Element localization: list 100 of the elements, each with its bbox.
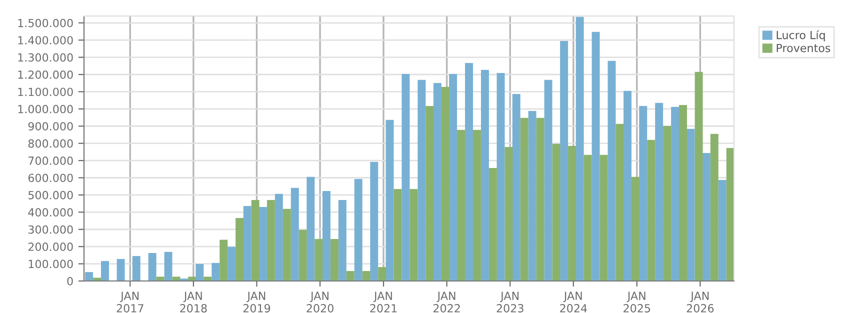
bar xyxy=(480,70,489,281)
bar xyxy=(560,40,568,281)
bar xyxy=(488,168,497,281)
bar xyxy=(504,146,513,281)
x-tick-label: JAN 2021 xyxy=(370,292,397,312)
y-tick-label: 0 xyxy=(67,276,73,286)
legend-label: Lucro Líq xyxy=(776,30,825,42)
bar xyxy=(616,124,624,281)
y-tick-label: 1.400.000 xyxy=(18,36,73,44)
bar xyxy=(663,126,672,281)
bar xyxy=(624,90,632,281)
x-tick-label: JAN 2025 xyxy=(624,292,650,312)
bar xyxy=(338,200,346,281)
bar xyxy=(354,178,362,281)
bar xyxy=(686,128,695,281)
bar xyxy=(426,106,434,281)
bar xyxy=(290,188,299,281)
bar xyxy=(378,267,386,281)
bar xyxy=(156,276,164,281)
y-tick-label: 400.000 xyxy=(28,208,73,217)
bar xyxy=(100,261,109,281)
bar xyxy=(172,276,180,281)
bar xyxy=(188,276,196,281)
bar xyxy=(362,271,370,281)
y-tick-label: 100.000 xyxy=(28,260,73,268)
bar xyxy=(647,140,656,281)
x-tick-label: JAN 2020 xyxy=(306,292,334,312)
bar xyxy=(93,278,101,281)
bar xyxy=(346,271,354,281)
bar xyxy=(228,246,236,281)
bar xyxy=(258,207,267,281)
bar xyxy=(679,104,687,281)
bar xyxy=(465,62,473,281)
x-tick-label: JAN 2023 xyxy=(496,292,524,312)
bar xyxy=(212,262,220,281)
bar xyxy=(536,118,544,281)
bar xyxy=(694,72,703,281)
x-tick-label: JAN 2026 xyxy=(686,292,714,312)
bar xyxy=(639,106,648,281)
y-tick-label: 1.000.000 xyxy=(18,104,73,114)
bar xyxy=(266,200,275,281)
x-tick-label: JAN 2022 xyxy=(433,292,460,312)
y-tick-label: 1.300.000 xyxy=(18,53,73,62)
bar xyxy=(655,102,664,281)
bar xyxy=(132,256,140,281)
bar xyxy=(608,60,616,281)
bar xyxy=(196,264,204,281)
y-tick-label: 700.000 xyxy=(28,156,73,165)
bar xyxy=(220,240,228,281)
bar xyxy=(441,86,450,281)
bar xyxy=(402,74,410,281)
bar xyxy=(298,230,307,281)
bar xyxy=(306,176,315,281)
bar xyxy=(322,191,330,281)
bar xyxy=(528,110,536,281)
bar xyxy=(520,118,528,281)
bar xyxy=(584,154,592,281)
bar xyxy=(718,180,726,281)
bar xyxy=(418,80,426,281)
bar xyxy=(702,152,710,281)
bar xyxy=(282,208,291,281)
bar xyxy=(632,176,640,281)
bar xyxy=(394,188,402,281)
bar xyxy=(148,252,156,281)
bar xyxy=(433,82,442,281)
legend-label: Proventos xyxy=(776,44,830,52)
y-tick-label: 600.000 xyxy=(28,174,73,182)
bar xyxy=(370,162,378,281)
bar xyxy=(552,144,560,281)
x-tick-label: JAN 2017 xyxy=(116,292,144,312)
y-tick-label: 900.000 xyxy=(28,122,73,131)
bar xyxy=(243,206,252,281)
bar xyxy=(568,146,576,281)
bar xyxy=(116,258,125,281)
y-tick-label: 1.500.000 xyxy=(18,18,73,28)
y-tick-label: 1.100.000 xyxy=(18,88,73,96)
bar xyxy=(576,16,584,281)
x-tick-label: JAN 2024 xyxy=(560,292,587,312)
x-tick-label: JAN 2019 xyxy=(243,292,270,312)
y-tick-label: 200.000 xyxy=(28,242,73,251)
bar xyxy=(726,148,734,281)
bar xyxy=(449,74,458,281)
bar xyxy=(204,276,212,281)
bar xyxy=(600,154,608,281)
bar xyxy=(472,130,481,281)
bar xyxy=(251,200,260,281)
bar xyxy=(274,194,283,281)
bar xyxy=(710,134,718,281)
bar xyxy=(512,94,520,281)
bar xyxy=(236,218,244,281)
bar xyxy=(164,252,172,281)
bar xyxy=(386,120,394,281)
bar xyxy=(314,239,323,281)
bar xyxy=(410,188,418,281)
y-tick-label: 1.200.000 xyxy=(18,70,73,79)
y-tick-label: 800.000 xyxy=(28,139,73,148)
bar xyxy=(330,239,338,281)
bar xyxy=(544,80,552,281)
bar xyxy=(457,130,466,281)
bar xyxy=(496,72,505,281)
